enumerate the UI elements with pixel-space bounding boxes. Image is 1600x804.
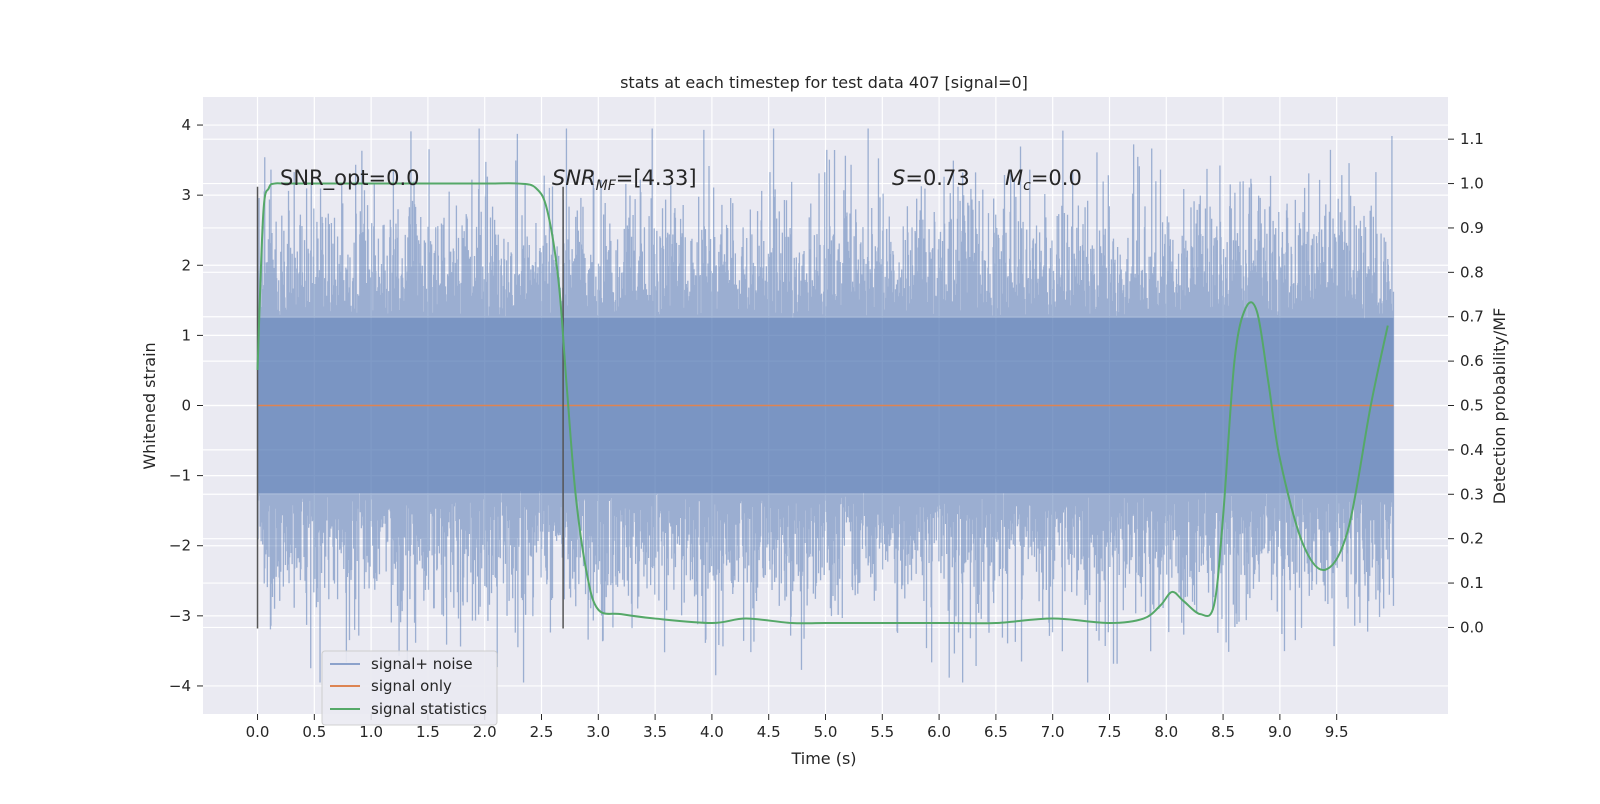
mc-subscript: c (1023, 178, 1031, 194)
y-tick-label: −4 (169, 677, 191, 695)
x-tick-label: 4.0 (700, 723, 724, 741)
snr-mf-subscript: MF (596, 178, 617, 194)
x-axis-label: Time (s) (790, 749, 856, 768)
snr-mf-annotation: SNRMF=[4.33] (552, 166, 697, 194)
s-prefix: S (892, 166, 905, 190)
y-tick-label: −3 (169, 607, 191, 625)
x-tick-label: 6.0 (927, 723, 951, 741)
x-tick-label: 6.5 (984, 723, 1008, 741)
y2-tick-label: 0.4 (1460, 441, 1484, 459)
x-tick-label: 1.5 (416, 723, 440, 741)
x-tick-label: 5.0 (814, 723, 838, 741)
y2-tick-label: 0.2 (1460, 530, 1484, 548)
y-tick-label: 1 (181, 326, 191, 344)
legend-label-signal-statistics: signal statistics (371, 700, 487, 718)
mc-annotation: Mc=0.0 (1005, 166, 1082, 194)
x-tick-label: 2.5 (530, 723, 554, 741)
y2-tick-label: 1.1 (1460, 130, 1484, 148)
y2-tick-label: 0.0 (1460, 618, 1484, 636)
snr-mf-prefix: SNR (552, 166, 596, 190)
mc-prefix: M (1005, 166, 1023, 190)
s-annotation: S=0.73 (892, 166, 970, 190)
x-tick-label: 9.5 (1325, 723, 1349, 741)
x-tick-label: 0.5 (302, 723, 326, 741)
y2-tick-label: 0.3 (1460, 485, 1484, 503)
x-tick-label: 3.5 (643, 723, 667, 741)
x-tick-label: 4.5 (757, 723, 781, 741)
signal-statistics-line (256, 182, 1389, 625)
window-markers (256, 186, 564, 629)
y-tick-label: 0 (181, 397, 191, 415)
y2-tick-label: 0.9 (1460, 219, 1484, 237)
y-tick-label: 2 (181, 256, 191, 274)
x-tick-label: 2.0 (473, 723, 497, 741)
y2-axis-ticks: 1.1 1.0 0.9 0.8 0.7 0.6 0.5 0.4 0.3 0.2 0.1 0.0 (1448, 130, 1484, 636)
x-tick-label: 5.5 (870, 723, 894, 741)
y-tick-label: −1 (169, 467, 191, 485)
y-tick-label: −2 (169, 537, 191, 555)
y-tick-label: 4 (181, 116, 191, 134)
x-tick-label: 1.0 (359, 723, 383, 741)
x-tick-label: 3.0 (586, 723, 610, 741)
x-tick-label: 7.0 (1041, 723, 1065, 741)
y2-tick-label: 0.8 (1460, 263, 1484, 281)
y2-tick-label: 0.1 (1460, 574, 1484, 592)
y2-tick-label: 0.5 (1460, 397, 1484, 415)
snr-mf-value: =[4.33] (616, 166, 697, 190)
snr-opt-annotation: SNR_opt=0.0 (280, 166, 420, 191)
mc-value: =0.0 (1031, 166, 1082, 190)
y2-tick-label: 0.6 (1460, 352, 1484, 370)
x-tick-label: 8.0 (1154, 723, 1178, 741)
legend: signal+ noise signal only signal statist… (321, 650, 498, 726)
legend-box (321, 650, 498, 726)
x-tick-label: 0.0 (246, 723, 270, 741)
y2-tick-label: 1.0 (1460, 175, 1484, 193)
y-axis-ticks: 4 3 2 1 0 −1 −2 −3 −4 (169, 116, 203, 695)
y2-axis-label: Detection probability/MF (1490, 308, 1509, 505)
x-tick-label: 8.5 (1211, 723, 1235, 741)
y2-tick-label: 0.7 (1460, 308, 1484, 326)
chart-title: stats at each timestep for test data 407… (620, 73, 1028, 92)
y-tick-label: 3 (181, 186, 191, 204)
legend-label-noise: signal+ noise (371, 655, 473, 673)
y-axis-label: Whitened strain (140, 342, 159, 469)
s-value: =0.73 (905, 166, 969, 190)
x-tick-label: 7.5 (1098, 723, 1122, 741)
x-axis-ticks: 0.0 0.5 1.0 1.5 2.0 2.5 3.0 3.5 4.0 4.5 5.0 5.5 6.0 6… (246, 714, 1349, 741)
x-tick-label: 9.0 (1268, 723, 1292, 741)
legend-label-signal-only: signal only (371, 677, 452, 695)
